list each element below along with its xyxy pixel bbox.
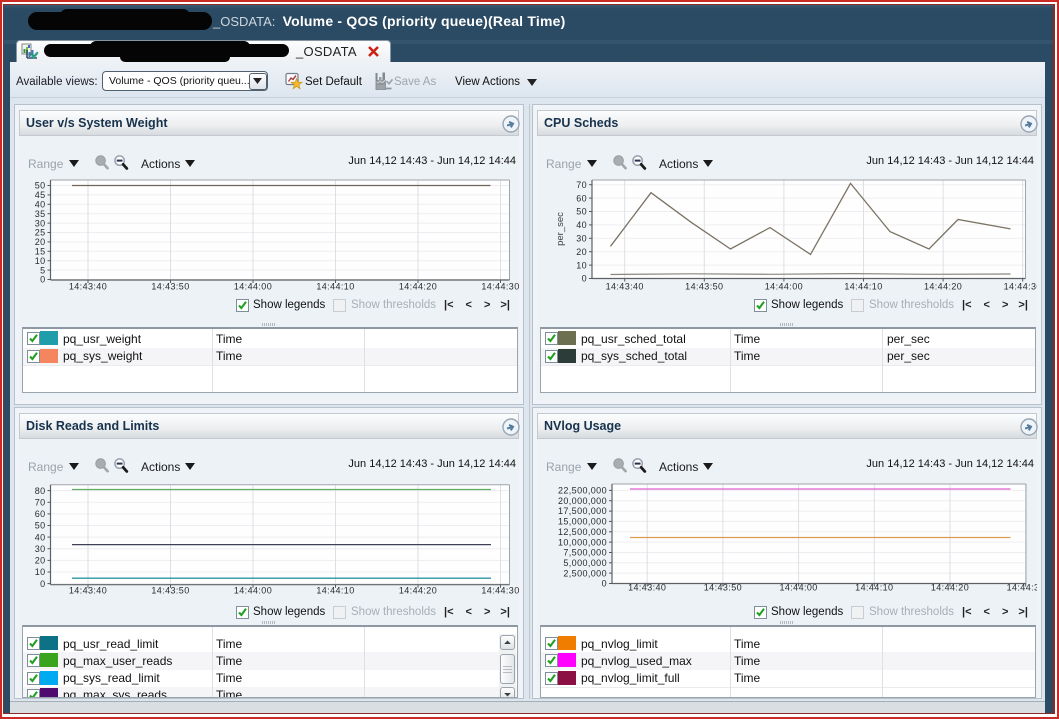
svg-text:5,000,000: 5,000,000: [563, 558, 607, 568]
svg-text:14:44:20: 14:44:20: [399, 586, 437, 596]
svg-text:10: 10: [576, 260, 587, 270]
svg-text:20: 20: [35, 237, 46, 247]
svg-text:14:44:10: 14:44:10: [316, 586, 354, 596]
svg-text:per_sec: per_sec: [555, 212, 566, 246]
svg-text:15,000,000: 15,000,000: [558, 517, 607, 527]
svg-text:70: 70: [35, 498, 46, 508]
svg-text:14:44:00: 14:44:00: [234, 282, 272, 292]
svg-text:30: 30: [35, 218, 46, 228]
svg-text:5: 5: [40, 265, 45, 275]
svg-text:14:43:50: 14:43:50: [151, 586, 189, 596]
svg-text:50: 50: [35, 521, 46, 531]
svg-text:14:44:20: 14:44:20: [931, 583, 969, 593]
svg-text:14:43:40: 14:43:40: [606, 282, 644, 292]
svg-text:50: 50: [576, 207, 587, 217]
svg-text:70: 70: [576, 180, 587, 190]
svg-text:40: 40: [35, 532, 46, 542]
svg-text:14:44:30: 14:44:30: [481, 586, 519, 596]
svg-text:14:44:10: 14:44:10: [844, 282, 882, 292]
svg-text:14:44:20: 14:44:20: [399, 282, 437, 292]
svg-text:25: 25: [35, 228, 46, 238]
svg-text:50: 50: [35, 181, 46, 191]
svg-text:20: 20: [576, 247, 587, 257]
svg-text:40: 40: [576, 220, 587, 230]
svg-text:22,500,000: 22,500,000: [558, 486, 607, 496]
svg-text:14:44:00: 14:44:00: [765, 282, 803, 292]
svg-text:14:44:00: 14:44:00: [779, 583, 817, 593]
svg-text:60: 60: [576, 193, 587, 203]
svg-text:14:44:10: 14:44:10: [855, 583, 893, 593]
svg-text:60: 60: [35, 509, 46, 519]
svg-text:17,500,000: 17,500,000: [558, 506, 607, 516]
svg-text:14:44:30: 14:44:30: [481, 282, 519, 292]
svg-text:15: 15: [35, 247, 46, 257]
svg-text:14:43:40: 14:43:40: [69, 282, 107, 292]
svg-text:10: 10: [35, 567, 46, 577]
svg-text:0: 0: [582, 274, 587, 284]
svg-text:40: 40: [35, 200, 46, 210]
svg-text:35: 35: [35, 209, 46, 219]
svg-text:14:44:30: 14:44:30: [1007, 583, 1037, 593]
svg-text:10: 10: [35, 256, 46, 266]
svg-text:14:43:50: 14:43:50: [151, 282, 189, 292]
svg-text:12,500,000: 12,500,000: [558, 527, 607, 537]
svg-text:14:43:40: 14:43:40: [69, 586, 107, 596]
svg-text:0: 0: [40, 275, 45, 285]
svg-text:14:43:50: 14:43:50: [685, 282, 723, 292]
svg-text:20: 20: [35, 556, 46, 566]
svg-text:14:44:10: 14:44:10: [316, 282, 354, 292]
svg-text:0: 0: [40, 579, 45, 589]
svg-text:10,000,000: 10,000,000: [558, 537, 607, 547]
svg-text:30: 30: [576, 234, 587, 244]
svg-text:80: 80: [35, 486, 46, 496]
svg-text:14:44:00: 14:44:00: [234, 586, 272, 596]
svg-text:30: 30: [35, 544, 46, 554]
svg-text:45: 45: [35, 190, 46, 200]
svg-text:2,500,000: 2,500,000: [563, 568, 607, 578]
svg-text:14:44:30: 14:44:30: [1004, 282, 1037, 292]
svg-text:20,000,000: 20,000,000: [558, 496, 607, 506]
svg-text:14:44:20: 14:44:20: [924, 282, 962, 292]
svg-text:14:43:50: 14:43:50: [704, 583, 742, 593]
svg-text:14:43:40: 14:43:40: [628, 583, 666, 593]
svg-text:0: 0: [602, 579, 607, 589]
svg-text:7,500,000: 7,500,000: [563, 548, 607, 558]
